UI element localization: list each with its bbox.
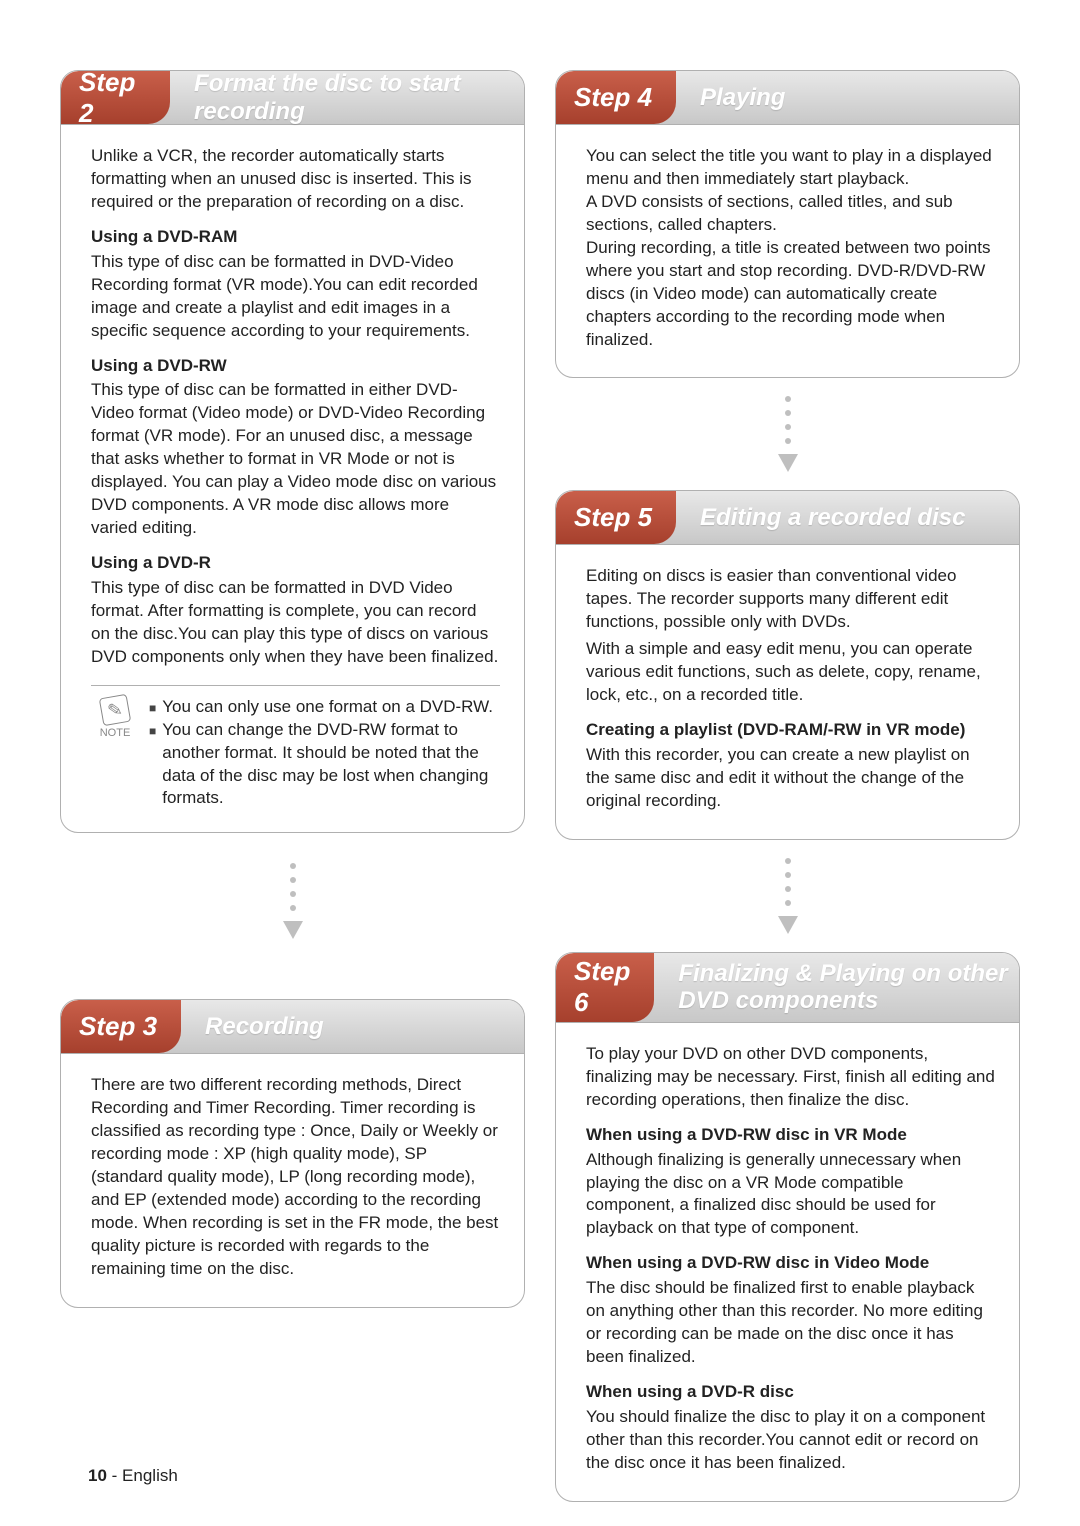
step5-p2: With a simple and easy edit menu, you ca… bbox=[586, 638, 995, 707]
note-icon-wrap: ✎ NOTE bbox=[91, 696, 139, 811]
step3-block: Step 3 Recording There are two different… bbox=[60, 999, 525, 1307]
step5-p1: Editing on discs is easier than conventi… bbox=[586, 565, 995, 634]
step6-s2-body: The disc should be finalized first to en… bbox=[586, 1277, 995, 1369]
step5-sec-body: With this recorder, you can create a new… bbox=[586, 744, 995, 813]
step2-sec3-body: This type of disc can be formatted in DV… bbox=[91, 577, 500, 669]
step4-header: Step 4 Playing bbox=[556, 71, 1019, 125]
step5-header: Step 5 Editing a recorded disc bbox=[556, 491, 1019, 545]
step4-tab: Step 4 bbox=[556, 71, 676, 124]
step3-title: Recording bbox=[181, 1000, 324, 1053]
right-column: Step 4 Playing You can select the title … bbox=[555, 70, 1020, 1502]
step6-body: To play your DVD on other DVD components… bbox=[556, 1023, 1019, 1501]
page-number: 10 bbox=[88, 1466, 107, 1485]
arrow-down-icon bbox=[283, 921, 303, 939]
step4-block: Step 4 Playing You can select the title … bbox=[555, 70, 1020, 378]
step3-body: There are two different recording method… bbox=[61, 1054, 524, 1306]
step6-s3-body: You should finalize the disc to play it … bbox=[586, 1406, 995, 1475]
step6-s2-head: When using a DVD-RW disc in Video Mode bbox=[586, 1252, 995, 1275]
note-text: You can only use one format on a DVD-RW.… bbox=[149, 696, 500, 811]
step5-body: Editing on discs is easier than conventi… bbox=[556, 545, 1019, 838]
step3-header: Step 3 Recording bbox=[61, 1000, 524, 1054]
step2-sec1-body: This type of disc can be formatted in DV… bbox=[91, 251, 500, 343]
left-column: Step 2 Format the disc to start recordin… bbox=[60, 70, 525, 1502]
step6-title: Finalizing & Playing on other DVD compon… bbox=[654, 953, 1019, 1022]
step2-note: ✎ NOTE You can only use one format on a … bbox=[91, 685, 500, 811]
step6-block: Step 6 Finalizing & Playing on other DVD… bbox=[555, 952, 1020, 1502]
note-bullet-1: You can only use one format on a DVD-RW. bbox=[162, 696, 493, 719]
step2-header: Step 2 Format the disc to start recordin… bbox=[61, 71, 524, 125]
step2-tab: Step 2 bbox=[61, 71, 170, 124]
step5-sec-head: Creating a playlist (DVD-RAM/-RW in VR m… bbox=[586, 719, 995, 742]
step5-tab: Step 5 bbox=[556, 491, 676, 544]
step6-s1-head: When using a DVD-RW disc in VR Mode bbox=[586, 1124, 995, 1147]
step2-block: Step 2 Format the disc to start recordin… bbox=[60, 70, 525, 833]
pencil-icon: ✎ bbox=[99, 693, 131, 725]
step6-intro: To play your DVD on other DVD components… bbox=[586, 1043, 995, 1112]
step3-text: There are two different recording method… bbox=[91, 1074, 500, 1280]
step2-sec1-head: Using a DVD-RAM bbox=[91, 226, 500, 249]
step6-s1-body: Although finalizing is generally unneces… bbox=[586, 1149, 995, 1241]
note-bullet-2: You can change the DVD-RW format to anot… bbox=[162, 719, 500, 811]
arrow-down-icon bbox=[778, 916, 798, 934]
step6-header: Step 6 Finalizing & Playing on other DVD… bbox=[556, 953, 1019, 1023]
step2-title: Format the disc to start recording bbox=[170, 71, 524, 124]
step6-s3-head: When using a DVD-R disc bbox=[586, 1381, 995, 1404]
step5-title: Editing a recorded disc bbox=[676, 491, 965, 544]
step4-body: You can select the title you want to pla… bbox=[556, 125, 1019, 377]
note-label: NOTE bbox=[100, 726, 131, 741]
step2-sec2-body: This type of disc can be formatted in ei… bbox=[91, 379, 500, 540]
arrow-down-icon bbox=[778, 454, 798, 472]
step2-intro: Unlike a VCR, the recorder automatically… bbox=[91, 145, 500, 214]
arrow-connector bbox=[778, 858, 798, 934]
page-footer: 10 - English bbox=[88, 1466, 178, 1486]
step4-text: You can select the title you want to pla… bbox=[586, 145, 995, 351]
step3-tab: Step 3 bbox=[61, 1000, 181, 1053]
arrow-connector bbox=[283, 863, 303, 939]
arrow-connector bbox=[778, 396, 798, 472]
step2-body: Unlike a VCR, the recorder automatically… bbox=[61, 125, 524, 832]
step6-tab: Step 6 bbox=[556, 953, 654, 1022]
step2-sec2-head: Using a DVD-RW bbox=[91, 355, 500, 378]
page-lang: English bbox=[122, 1466, 178, 1485]
step4-title: Playing bbox=[676, 71, 785, 124]
step2-sec3-head: Using a DVD-R bbox=[91, 552, 500, 575]
page-columns: Step 2 Format the disc to start recordin… bbox=[60, 70, 1020, 1502]
step5-block: Step 5 Editing a recorded disc Editing o… bbox=[555, 490, 1020, 839]
